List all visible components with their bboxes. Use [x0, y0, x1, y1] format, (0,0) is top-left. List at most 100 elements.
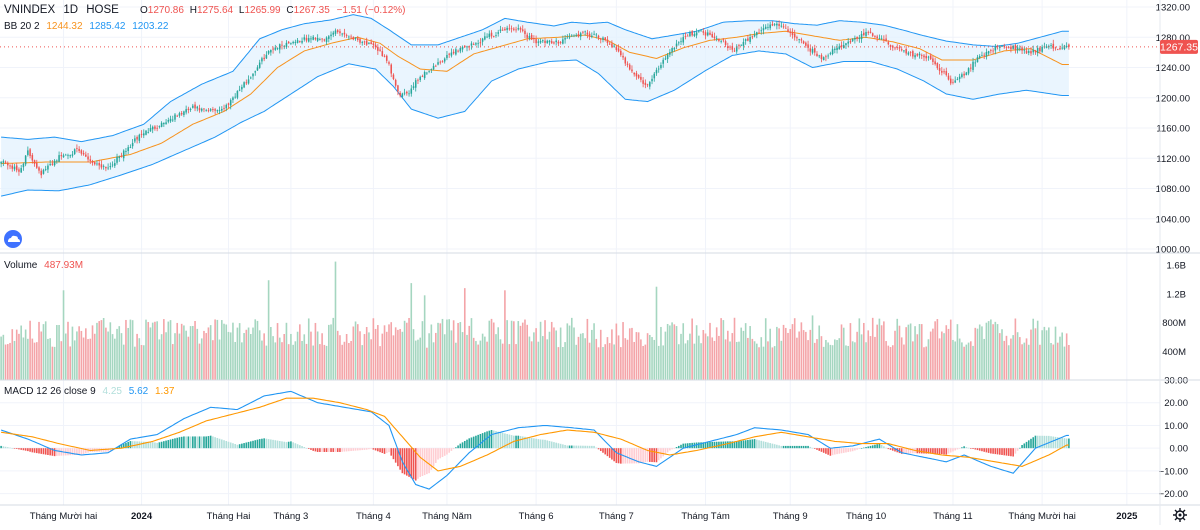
time-axis-tick-label: Tháng Hai [207, 511, 251, 522]
candle-body [109, 166, 112, 168]
candle-body [818, 55, 820, 57]
candle-body [455, 49, 457, 55]
macd-histogram-bar [350, 448, 352, 452]
volume-bar [80, 330, 83, 380]
cloud-logo-icon[interactable] [4, 230, 22, 248]
volume-bar [205, 333, 208, 380]
settings-gear-icon[interactable] [1173, 508, 1187, 522]
volume-bar [566, 323, 569, 380]
macd-histogram-bar [352, 448, 355, 451]
candle-body [212, 109, 214, 111]
macd-histogram-bar [742, 440, 745, 449]
volume-bar [769, 328, 771, 380]
candle-body [628, 64, 631, 70]
macd-histogram-bar [891, 448, 894, 451]
candle-body [354, 37, 357, 39]
macd-histogram-bar [151, 442, 154, 449]
macd-histogram-bar [702, 442, 705, 449]
candle-body [557, 41, 560, 44]
volume-bar [595, 338, 598, 380]
volume-bar [535, 328, 537, 380]
volume-bar [1034, 328, 1037, 380]
candle-body [20, 168, 22, 173]
candle-body [780, 25, 783, 27]
macd-histogram-bar [802, 445, 805, 449]
candle-body [189, 109, 192, 110]
candle-body [744, 39, 747, 41]
bb-legend[interactable]: BB 20 2 1244.32 1285.42 1203.22 [4, 21, 169, 32]
volume-bar [499, 339, 502, 380]
candle-body [323, 39, 326, 41]
candle-body [1027, 51, 1030, 53]
candle-body [537, 41, 540, 43]
macd-histogram-bar [1019, 447, 1021, 449]
volume-bar [303, 334, 306, 380]
volume-bar [822, 346, 825, 380]
macd-histogram-bar [954, 448, 957, 451]
volume-bar [140, 345, 143, 380]
volume-bar [399, 328, 401, 380]
volume-bar [388, 324, 390, 380]
macd-histogram-bar [225, 440, 228, 449]
macd-histogram-bar [809, 446, 812, 449]
volume-bar [544, 320, 546, 380]
volume-bar [265, 345, 268, 380]
candle-body [577, 34, 580, 37]
candle-body [1023, 49, 1026, 51]
macd-histogram-bar [684, 443, 687, 449]
volume-bar [490, 318, 493, 380]
candle-body [205, 110, 207, 112]
candle-body [403, 92, 406, 94]
volume-bar [214, 319, 216, 380]
volume-bar [207, 327, 210, 380]
candle-body [718, 38, 720, 41]
macd-histogram-bar [956, 448, 959, 450]
candle-body [178, 113, 181, 116]
candle-body [553, 42, 555, 44]
volume-bar [56, 325, 58, 380]
candle-body [102, 165, 105, 167]
volume-bar [245, 329, 248, 380]
macd-histogram-bar [176, 437, 179, 449]
macd-histogram-bar [218, 438, 221, 449]
candle-body [272, 48, 274, 50]
macd-histogram-bar [626, 448, 629, 464]
macd-histogram-bar [713, 441, 716, 449]
volume-bar [421, 321, 424, 380]
volume-bar [626, 339, 629, 380]
volume-bar [655, 286, 658, 380]
macd-histogram-bar [71, 448, 74, 456]
volume-bar [450, 330, 453, 380]
macd-histogram-bar [287, 441, 290, 449]
volume-bar [564, 342, 566, 380]
candle-body [414, 80, 417, 88]
candle-body [468, 46, 471, 48]
symbol-label: VNINDEX [4, 4, 55, 16]
macd-histogram-bar [140, 441, 143, 449]
candle-body [856, 37, 858, 39]
volume-bar [18, 333, 20, 380]
volume-bar [947, 328, 950, 380]
macd-histogram-bar [1054, 436, 1057, 449]
volume-bar [961, 342, 963, 380]
macd-histogram-bar [459, 443, 462, 449]
volume-bar [751, 338, 754, 380]
macd-histogram-bar [359, 448, 361, 451]
candle-body [920, 55, 923, 56]
macd-legend[interactable]: MACD 12 26 close 9 4.25 5.62 1.37 [4, 386, 175, 397]
symbol-legend[interactable]: VNINDEX 1D HOSE [4, 4, 119, 16]
volume-bar [539, 321, 542, 380]
macd-histogram-bar [651, 448, 653, 463]
candle-body [782, 26, 785, 28]
volume-bar [350, 340, 352, 380]
volume-bar [149, 327, 152, 380]
volume-bar [784, 327, 787, 380]
candle-body [24, 155, 27, 165]
volume-legend[interactable]: Volume 487.93M [4, 260, 83, 271]
candle-body [876, 36, 878, 39]
volume-bar [622, 322, 624, 380]
volume-bar [905, 327, 907, 380]
candle-body [517, 28, 520, 30]
candle-body [858, 37, 861, 39]
